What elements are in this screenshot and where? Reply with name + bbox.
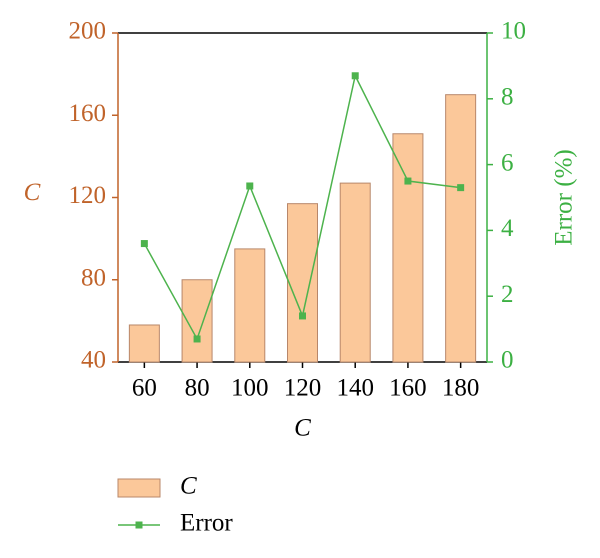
x-tick-label: 120 (284, 375, 322, 402)
legend-label: Error (180, 510, 233, 537)
y-tick-label: 80 (81, 264, 106, 291)
y-tick-label: 120 (69, 182, 107, 209)
marker (351, 72, 359, 80)
bar (339, 182, 371, 363)
y2-tick-label: 4 (501, 215, 514, 242)
x-tick-label: 100 (231, 375, 269, 402)
x-tick-label: 180 (442, 375, 480, 402)
x-tick-label: 60 (132, 375, 157, 402)
y-tick-label: 160 (69, 100, 107, 127)
y-tick-label: 40 (81, 347, 106, 374)
x-tick-label: 140 (336, 375, 374, 402)
legend-marker (135, 521, 143, 529)
legend-label: C (180, 473, 197, 500)
y2-tick-label: 10 (501, 18, 526, 45)
y2-tick-label: 8 (501, 84, 514, 111)
marker (404, 177, 412, 185)
bar (128, 324, 160, 363)
bar (234, 248, 266, 363)
y-tick-label: 200 (69, 18, 107, 45)
marker (299, 312, 306, 320)
marker (457, 184, 465, 192)
marker (193, 335, 201, 343)
y2-tick-label: 6 (501, 149, 514, 176)
bar (392, 133, 424, 363)
x-axis-label: C (294, 415, 311, 442)
bar (287, 203, 318, 363)
y2-tick-label: 2 (501, 281, 514, 308)
y2-tick-label: 0 (501, 347, 514, 374)
marker (246, 182, 254, 190)
marker (140, 240, 148, 248)
legend-swatch (117, 478, 161, 498)
x-tick-label: 160 (389, 375, 427, 402)
y-axis-label: C (24, 179, 41, 206)
bar (445, 94, 477, 363)
x-tick-label: 80 (185, 375, 210, 402)
y2-axis-label: Error (%) (551, 149, 578, 245)
